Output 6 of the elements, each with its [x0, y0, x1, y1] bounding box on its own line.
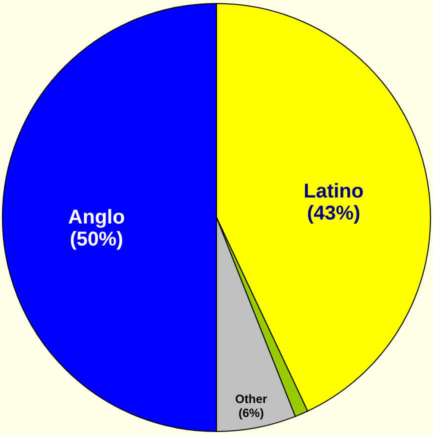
- slice-label: Anglo: [68, 206, 125, 228]
- data-label: (50%): [70, 228, 124, 250]
- slice-label: Other: [235, 392, 268, 406]
- data-label: (43%): [306, 202, 360, 224]
- slice-label: Latino: [304, 180, 364, 202]
- data-label: (6%): [238, 406, 264, 420]
